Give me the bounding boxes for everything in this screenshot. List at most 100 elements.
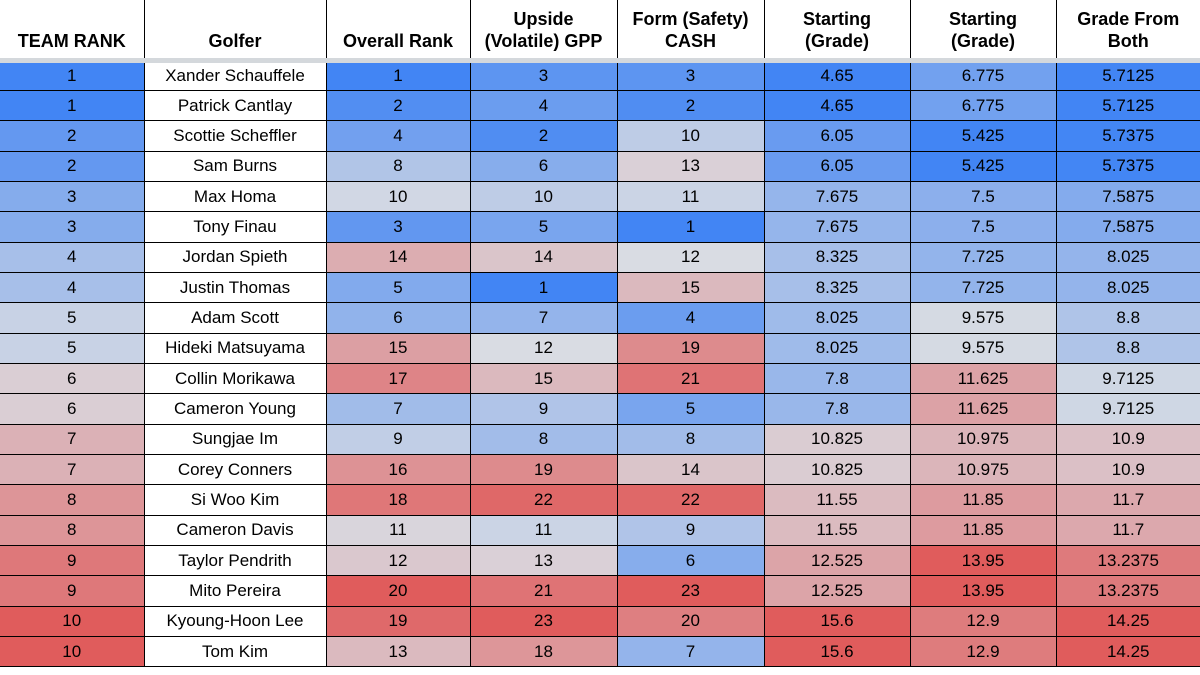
golfer-cell[interactable]: Sungjae Im [143, 423, 327, 455]
starting-grade-1-cell[interactable]: 15.6 [763, 605, 911, 638]
golfer-cell[interactable]: Tony Finau [143, 211, 327, 243]
upside-gpp-cell[interactable]: 10 [469, 180, 618, 213]
overall-rank-cell[interactable]: 4 [325, 120, 471, 152]
starting-grade-2-cell[interactable]: 7.5 [909, 180, 1057, 213]
grade-from-both-cell[interactable]: 5.7375 [1055, 120, 1200, 152]
golfer-cell[interactable]: Kyoung-Hoon Lee [143, 605, 327, 638]
grade-from-both-cell[interactable]: 10.9 [1055, 423, 1200, 455]
grade-from-both-cell[interactable]: 8.025 [1055, 271, 1200, 304]
starting-grade-2-cell[interactable]: 7.5 [909, 211, 1057, 243]
starting-grade-2-cell[interactable]: 11.85 [909, 484, 1057, 516]
starting-grade-1-cell[interactable]: 12.525 [763, 575, 911, 607]
team-rank-cell[interactable]: 10 [0, 605, 145, 638]
overall-rank-cell[interactable]: 18 [325, 484, 471, 516]
starting-grade-1-cell[interactable]: 7.8 [763, 362, 911, 395]
starting-grade-1-cell[interactable]: 4.65 [763, 89, 911, 122]
golfer-cell[interactable]: Mito Pereira [143, 575, 327, 607]
starting-grade-1-cell[interactable]: 11.55 [763, 484, 911, 516]
form-cash-cell[interactable]: 1 [616, 211, 765, 243]
overall-rank-cell[interactable]: 7 [325, 393, 471, 425]
starting-grade-2-cell[interactable]: 9.575 [909, 332, 1057, 364]
grade-from-both-cell[interactable]: 7.5875 [1055, 180, 1200, 213]
starting-grade-1-cell[interactable]: 10.825 [763, 423, 911, 455]
form-cash-cell[interactable]: 11 [616, 180, 765, 213]
upside-gpp-cell[interactable]: 7 [469, 302, 618, 334]
golfer-cell[interactable]: Taylor Pendrith [143, 544, 327, 577]
team-rank-cell[interactable]: 6 [0, 393, 145, 425]
overall-rank-cell[interactable]: 1 [325, 59, 471, 91]
overall-rank-cell[interactable]: 12 [325, 544, 471, 577]
golfer-cell[interactable]: Tom Kim [143, 636, 327, 668]
form-cash-cell[interactable]: 9 [616, 514, 765, 547]
form-cash-cell[interactable]: 5 [616, 393, 765, 425]
overall-rank-cell[interactable]: 14 [325, 241, 471, 273]
form-cash-cell[interactable]: 8 [616, 423, 765, 455]
starting-grade-2-cell[interactable]: 11.85 [909, 514, 1057, 547]
starting-grade-1-cell[interactable]: 7.8 [763, 393, 911, 425]
overall-rank-cell[interactable]: 9 [325, 423, 471, 455]
overall-rank-cell[interactable]: 5 [325, 271, 471, 304]
form-cash-cell[interactable]: 23 [616, 575, 765, 607]
starting-grade-2-cell[interactable]: 10.975 [909, 423, 1057, 455]
starting-grade-1-cell[interactable]: 6.05 [763, 150, 911, 182]
upside-gpp-cell[interactable]: 8 [469, 423, 618, 455]
starting-grade-1-cell[interactable]: 10.825 [763, 453, 911, 486]
grade-from-both-cell[interactable]: 9.7125 [1055, 393, 1200, 425]
form-cash-cell[interactable]: 6 [616, 544, 765, 577]
grade-from-both-cell[interactable]: 8.8 [1055, 332, 1200, 364]
team-rank-cell[interactable]: 3 [0, 211, 145, 243]
grade-from-both-cell[interactable]: 5.7125 [1055, 89, 1200, 122]
golfer-cell[interactable]: Jordan Spieth [143, 241, 327, 273]
form-cash-cell[interactable]: 12 [616, 241, 765, 273]
starting-grade-1-cell[interactable]: 8.325 [763, 271, 911, 304]
starting-grade-1-cell[interactable]: 7.675 [763, 180, 911, 213]
golfer-cell[interactable]: Justin Thomas [143, 271, 327, 304]
form-cash-cell[interactable]: 22 [616, 484, 765, 516]
form-cash-cell[interactable]: 19 [616, 332, 765, 364]
upside-gpp-cell[interactable]: 1 [469, 271, 618, 304]
team-rank-cell[interactable]: 7 [0, 453, 145, 486]
upside-gpp-cell[interactable]: 4 [469, 89, 618, 122]
starting-grade-2-cell[interactable]: 11.625 [909, 362, 1057, 395]
golfer-cell[interactable]: Sam Burns [143, 150, 327, 182]
starting-grade-1-cell[interactable]: 7.675 [763, 211, 911, 243]
grade-from-both-cell[interactable]: 8.025 [1055, 241, 1200, 273]
form-cash-cell[interactable]: 7 [616, 636, 765, 668]
team-rank-cell[interactable]: 8 [0, 484, 145, 516]
form-cash-cell[interactable]: 10 [616, 120, 765, 152]
upside-gpp-cell[interactable]: 9 [469, 393, 618, 425]
upside-gpp-cell[interactable]: 22 [469, 484, 618, 516]
golfer-cell[interactable]: Scottie Scheffler [143, 120, 327, 152]
upside-gpp-cell[interactable]: 12 [469, 332, 618, 364]
grade-from-both-cell[interactable]: 5.7125 [1055, 59, 1200, 91]
starting-grade-1-cell[interactable]: 8.025 [763, 332, 911, 364]
golfer-cell[interactable]: Corey Conners [143, 453, 327, 486]
grade-from-both-cell[interactable]: 13.2375 [1055, 544, 1200, 577]
starting-grade-1-cell[interactable]: 15.6 [763, 636, 911, 668]
form-cash-cell[interactable]: 20 [616, 605, 765, 638]
starting-grade-1-cell[interactable]: 6.05 [763, 120, 911, 152]
header-starting-grade-1[interactable]: Starting (Grade) [763, 0, 910, 60]
form-cash-cell[interactable]: 2 [616, 89, 765, 122]
overall-rank-cell[interactable]: 13 [325, 636, 471, 668]
upside-gpp-cell[interactable]: 18 [469, 636, 618, 668]
golfer-cell[interactable]: Hideki Matsuyama [143, 332, 327, 364]
overall-rank-cell[interactable]: 11 [325, 514, 471, 547]
starting-grade-2-cell[interactable]: 9.575 [909, 302, 1057, 334]
header-starting-grade-2[interactable]: Starting (Grade) [909, 0, 1056, 60]
upside-gpp-cell[interactable]: 21 [469, 575, 618, 607]
upside-gpp-cell[interactable]: 3 [469, 59, 618, 91]
upside-gpp-cell[interactable]: 5 [469, 211, 618, 243]
starting-grade-2-cell[interactable]: 5.425 [909, 150, 1057, 182]
golfer-cell[interactable]: Xander Schauffele [143, 59, 327, 91]
grade-from-both-cell[interactable]: 5.7375 [1055, 150, 1200, 182]
grade-from-both-cell[interactable]: 11.7 [1055, 514, 1200, 547]
header-golfer[interactable]: Golfer [143, 0, 326, 60]
golfer-cell[interactable]: Cameron Young [143, 393, 327, 425]
starting-grade-1-cell[interactable]: 8.025 [763, 302, 911, 334]
team-rank-cell[interactable]: 5 [0, 332, 145, 364]
header-upside-gpp[interactable]: Upside (Volatile) GPP [469, 0, 617, 60]
upside-gpp-cell[interactable]: 11 [469, 514, 618, 547]
starting-grade-2-cell[interactable]: 6.775 [909, 59, 1057, 91]
grade-from-both-cell[interactable]: 7.5875 [1055, 211, 1200, 243]
